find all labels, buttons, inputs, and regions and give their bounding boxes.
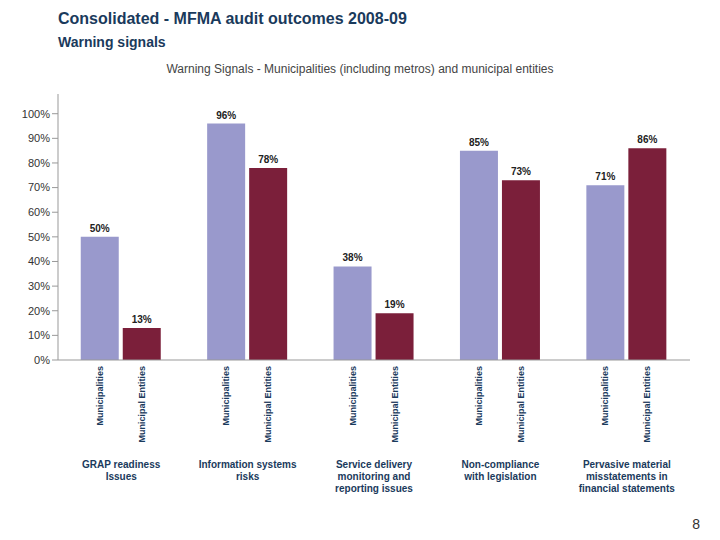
svg-text:20%: 20% <box>28 305 50 317</box>
svg-text:96%: 96% <box>216 110 236 121</box>
svg-text:40%: 40% <box>28 255 50 267</box>
svg-text:50%: 50% <box>90 223 110 234</box>
svg-text:Municipal Entities: Municipal Entities <box>263 366 273 443</box>
svg-text:Non-compliancewith legislation: Non-compliancewith legislation <box>462 459 540 482</box>
svg-text:Municipalities: Municipalities <box>348 366 358 426</box>
svg-text:0%: 0% <box>34 354 50 366</box>
svg-text:Municipal Entities: Municipal Entities <box>390 366 400 443</box>
svg-text:Service deliverymonitoring and: Service deliverymonitoring andreporting … <box>335 459 413 494</box>
svg-text:60%: 60% <box>28 206 50 218</box>
svg-text:13%: 13% <box>132 314 152 325</box>
svg-text:Municipalities: Municipalities <box>474 366 484 426</box>
svg-text:Municipal Entities: Municipal Entities <box>642 366 652 443</box>
svg-text:Municipalities: Municipalities <box>95 366 105 426</box>
html-text:Warning signals: Warning signals <box>58 34 166 50</box>
svg-text:Pervasive materialmisstatement: Pervasive materialmisstatements infinanc… <box>579 459 676 494</box>
svg-text:73%: 73% <box>511 166 531 177</box>
svg-text:71%: 71% <box>595 171 615 182</box>
svg-text:19%: 19% <box>385 299 405 310</box>
svg-text:85%: 85% <box>469 137 489 148</box>
svg-text:Municipal Entities: Municipal Entities <box>137 366 147 443</box>
svg-text:90%: 90% <box>28 132 50 144</box>
html-text:Consolidated - MFMA audit outc: Consolidated - MFMA audit outcomes 2008-… <box>58 10 407 27</box>
svg-text:78%: 78% <box>258 154 278 165</box>
svg-text:Information systemsrisks: Information systemsrisks <box>199 459 297 482</box>
svg-text:30%: 30% <box>28 280 50 292</box>
svg-text:50%: 50% <box>28 231 50 243</box>
svg-text:80%: 80% <box>28 157 50 169</box>
svg-text:100%: 100% <box>22 108 50 120</box>
html-text:8: 8 <box>692 516 700 532</box>
svg-text:10%: 10% <box>28 329 50 341</box>
svg-text:Municipalities: Municipalities <box>600 366 610 426</box>
svg-text:38%: 38% <box>343 252 363 263</box>
svg-text:86%: 86% <box>637 134 657 145</box>
svg-text:Municipalities: Municipalities <box>221 366 231 426</box>
svg-text:Municipal Entities: Municipal Entities <box>516 366 526 443</box>
svg-text:GRAP readinessIssues: GRAP readinessIssues <box>82 459 161 482</box>
html-text:Warning Signals - Municipaliti: Warning Signals - Municipalities (includ… <box>166 62 554 76</box>
svg-text:70%: 70% <box>28 181 50 193</box>
